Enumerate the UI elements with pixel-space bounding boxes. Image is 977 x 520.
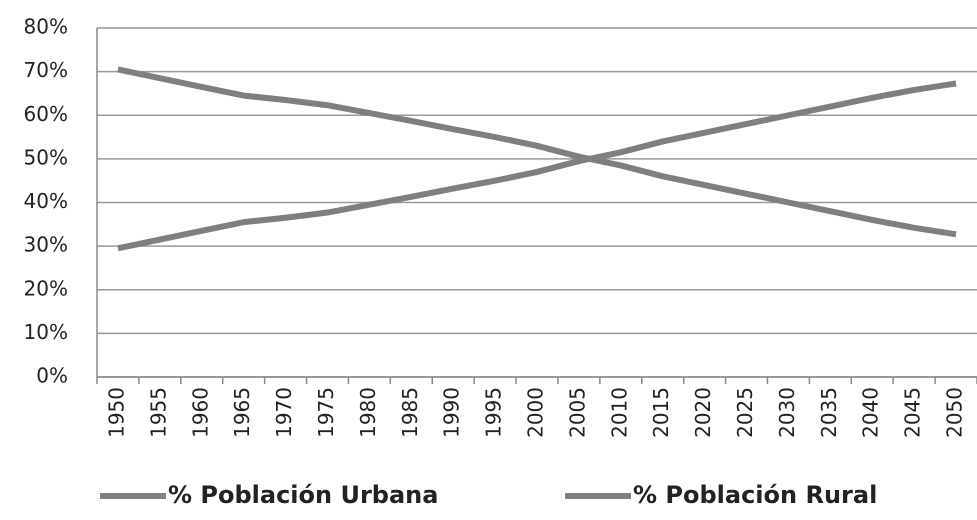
x-tick-label: 2005 <box>565 387 589 438</box>
y-tick-label: 0% <box>36 364 68 388</box>
y-tick-label: 10% <box>24 320 68 344</box>
x-tick-label: 1990 <box>440 387 464 438</box>
y-tick-label: 60% <box>24 102 68 126</box>
x-tick-label: 2045 <box>901 387 925 438</box>
series-line <box>117 80 957 252</box>
x-tick-label: 2035 <box>817 387 841 438</box>
y-tick-label: 80% <box>24 15 68 39</box>
x-tick-label: 2000 <box>524 387 548 438</box>
y-tick-label: 50% <box>24 145 68 169</box>
x-tick-label: 2015 <box>649 387 673 438</box>
x-tick-label: 1950 <box>104 387 128 438</box>
x-tick-label: 1960 <box>188 387 212 438</box>
y-tick-label: 30% <box>24 233 68 257</box>
x-tick-label: 1985 <box>398 387 422 438</box>
x-tick-label: 1975 <box>314 387 338 438</box>
series-line <box>117 66 957 238</box>
x-tick-label: 2010 <box>607 387 631 438</box>
legend-text: % Población Rural <box>633 481 877 509</box>
x-tick-label: 1965 <box>230 387 254 438</box>
x-tick-label: 1970 <box>272 387 296 438</box>
y-tick-label: 20% <box>24 276 68 300</box>
x-tick-label: 1980 <box>356 387 380 438</box>
x-tick-label: 1955 <box>146 387 170 438</box>
legend-text: % Población Urbana <box>168 481 438 509</box>
x-tick-label: 2025 <box>733 387 757 438</box>
x-tick-label: 2050 <box>943 387 967 438</box>
y-tick-label: 40% <box>24 189 68 213</box>
x-tick-label: 1995 <box>482 387 506 438</box>
x-tick-label: 2030 <box>775 387 799 438</box>
y-tick-label: 70% <box>24 58 68 82</box>
x-tick-label: 2040 <box>859 387 883 438</box>
x-tick-label: 2020 <box>691 387 715 438</box>
